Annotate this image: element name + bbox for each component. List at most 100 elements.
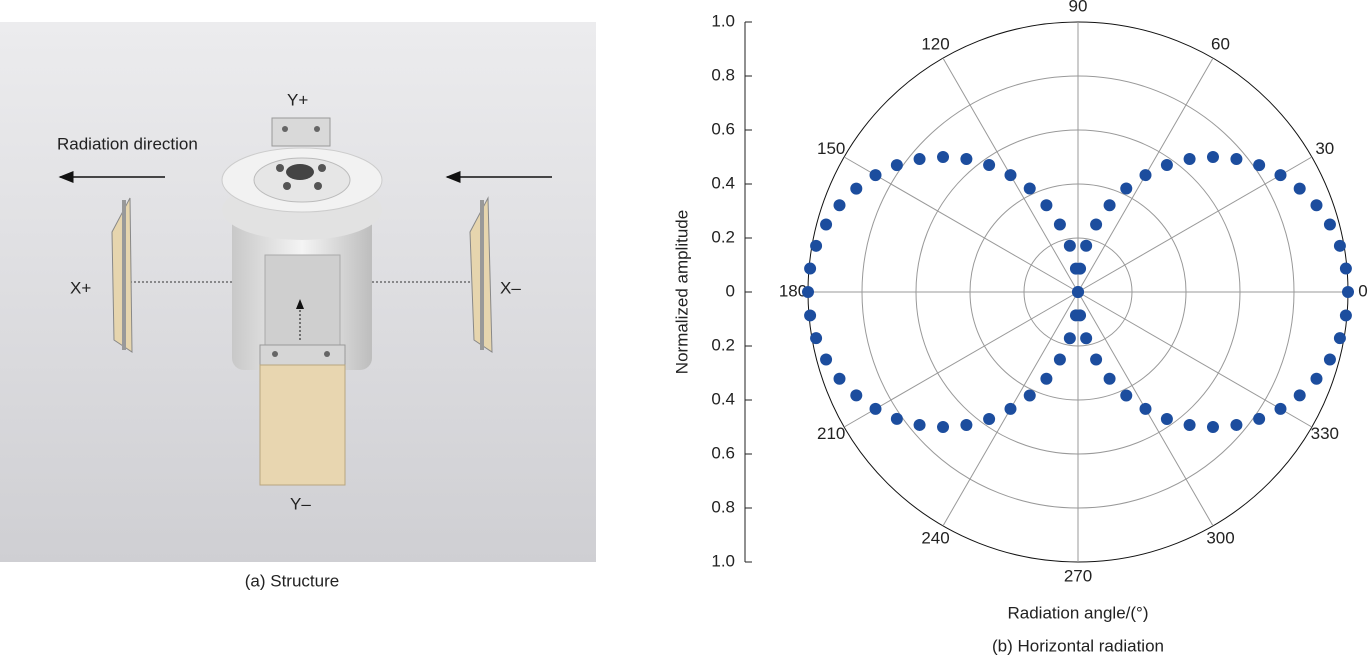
direction-label: Radiation direction [57,134,198,153]
theta-tick-label: 210 [817,424,845,443]
data-point [1339,309,1352,322]
data-point [804,262,817,275]
data-point [869,402,882,415]
x-axis-label: Radiation angle/(°) [1008,603,1149,622]
data-point [937,151,950,164]
r-tick-label: 0.6 [711,119,735,138]
data-point [833,372,846,385]
data-point [1293,389,1306,402]
y-minus-label: Y– [290,494,311,513]
data-point [1080,332,1093,345]
data-point [1230,153,1243,166]
r-tick-label: 0.2 [711,335,735,354]
data-point [1063,239,1076,252]
data-point [820,353,833,366]
data-point [1004,402,1017,415]
data-point [802,286,814,298]
theta-tick-label: 180 [779,281,807,300]
r-tick-label: 0.4 [711,173,735,192]
data-point [804,309,817,322]
data-point [913,418,926,431]
grid-spoke [843,156,1079,293]
data-point [1230,418,1243,431]
data-point [810,239,823,252]
r-tick-label: 1.0 [711,551,735,570]
data-point [820,218,833,231]
theta-tick-label: 240 [921,528,949,547]
data-point [1023,182,1036,195]
data-point [960,418,973,431]
data-point [1333,239,1346,252]
data-point [1090,353,1103,366]
data-point [1323,218,1336,231]
data-point [1072,286,1084,298]
structure-render [0,22,596,562]
data-point [960,153,973,166]
r-tick-label: 0 [726,281,735,300]
data-point [1206,151,1219,164]
data-point [1253,412,1266,425]
data-point [1090,218,1103,231]
data-point [1069,262,1082,275]
data-point [1063,332,1076,345]
theta-tick-label: 150 [817,139,845,158]
grid-spoke [843,291,1079,428]
data-point [1160,159,1173,172]
data-point [869,169,882,182]
data-point [1342,286,1354,298]
data-point [1183,418,1196,431]
r-tick-label: 0.6 [711,443,735,462]
data-point [1080,239,1093,252]
data-point [1120,389,1133,402]
data-point [1310,372,1323,385]
data-point [1333,332,1346,345]
r-tick-label: 0.8 [711,497,735,516]
data-point [1139,402,1152,415]
data-point [1103,372,1116,385]
data-point [1274,402,1287,415]
data-point [913,153,926,166]
data-point [1040,199,1053,212]
grid-spoke [1077,156,1313,293]
data-point [1120,182,1133,195]
data-point [1023,389,1036,402]
data-point [833,199,846,212]
grid-spoke [1077,291,1313,428]
data-point [890,159,903,172]
data-point [1293,182,1306,195]
theta-tick-label: 300 [1206,528,1234,547]
data-point [1206,420,1219,433]
data-point [1310,199,1323,212]
theta-tick-label: 270 [1064,566,1092,585]
data-point [1139,169,1152,182]
theta-tick-label: 60 [1211,35,1230,54]
data-point [983,159,996,172]
theta-tick-label: 120 [921,35,949,54]
data-point [850,389,863,402]
data-point [1160,412,1173,425]
y-plus-label: Y+ [287,90,308,109]
data-point [1274,169,1287,182]
x-plus-label: X+ [70,278,91,297]
data-point [1323,353,1336,366]
data-point [890,412,903,425]
data-point [983,412,996,425]
data-point [1004,169,1017,182]
r-tick-label: 1.0 [711,11,735,30]
theta-tick-label: 90 [1069,0,1088,15]
theta-tick-label: 30 [1315,139,1334,158]
r-tick-label: 0.2 [711,227,735,246]
caption: (a) Structure [245,571,339,590]
data-point [1183,153,1196,166]
data-point [1103,199,1116,212]
data-point [850,182,863,195]
y-axis-label: Normalized amplitude [672,210,691,374]
theta-tick-label: 330 [1311,424,1339,443]
data-point [810,332,823,345]
data-point [1053,353,1066,366]
r-tick-label: 0.8 [711,65,735,84]
caption: (b) Horizontal radiation [992,636,1164,655]
x-minus-label: X– [500,278,521,297]
data-point [937,420,950,433]
